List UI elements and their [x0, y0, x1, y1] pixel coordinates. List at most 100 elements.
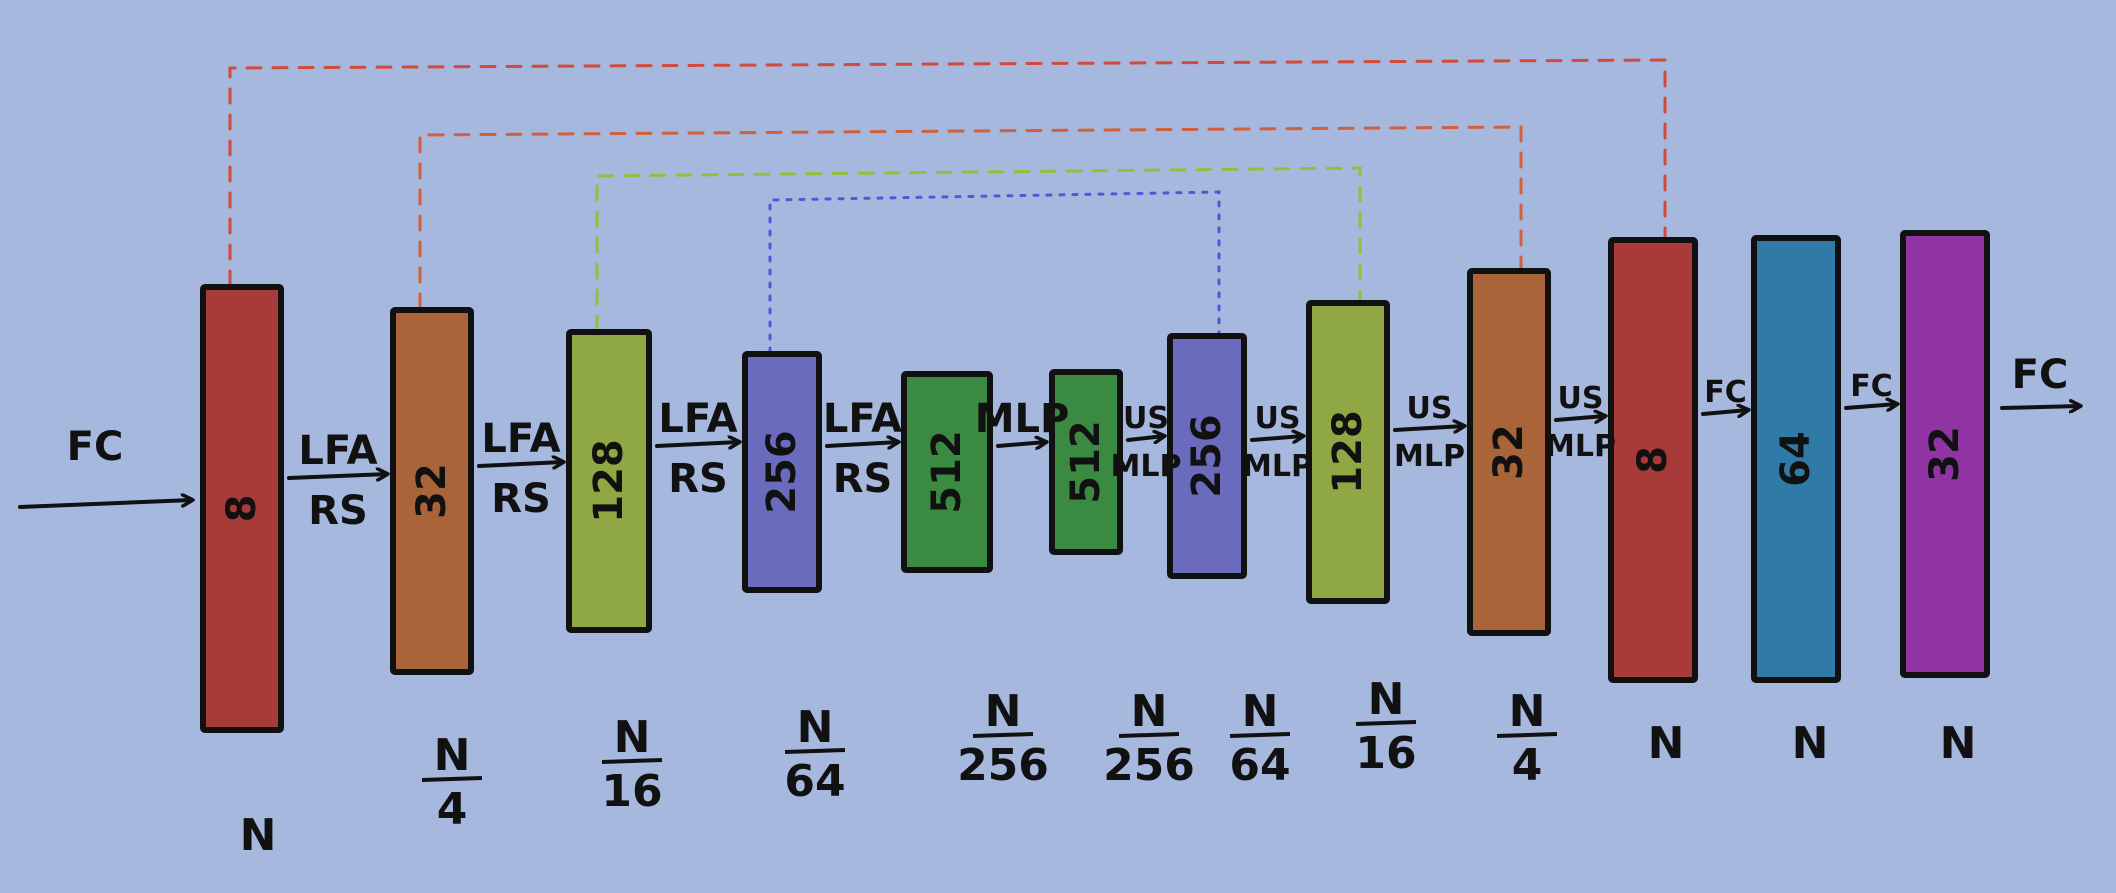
size-numerator-11: N [1940, 718, 1977, 769]
fraction-bar-1 [421, 776, 483, 782]
arrow-0-bottom-label: RS [308, 488, 368, 534]
block-3: 256 [742, 351, 822, 593]
arrow-3-top-label: LFA [823, 396, 902, 442]
size-label-0: N [240, 810, 277, 861]
block-label-11: 32 [1922, 426, 1968, 482]
block-rect-4 [901, 371, 993, 573]
arrow-6-bottom-label: MLP [1242, 449, 1313, 484]
block-rect-0 [200, 284, 284, 733]
arrow-2-top-label: LFA [658, 396, 737, 442]
skip-connections [228, 58, 1667, 354]
arrow-10 [1844, 404, 1897, 408]
arrow-5 [1126, 436, 1164, 440]
size-numerator-1: N [434, 730, 471, 781]
size-label-9: N [1648, 718, 1685, 769]
size-numerator-2: N [614, 712, 651, 763]
arrow-4 [996, 442, 1046, 446]
input-arrow [18, 500, 192, 509]
block-label-3: 256 [759, 430, 805, 514]
block-label-5: 512 [1063, 420, 1109, 504]
block-rect-11 [1900, 230, 1990, 678]
arrow-3-bottom-label: RS [833, 456, 893, 502]
block-rect-2 [566, 329, 652, 633]
arrow-1-bottom-label: RS [491, 476, 551, 522]
block-6: 256 [1167, 333, 1247, 579]
size-label-11: N [1940, 718, 1977, 769]
size-denominator-4: 256 [957, 740, 1049, 791]
size-denominator-1: 4 [437, 784, 468, 835]
blocks: 8 32 128 256 512 512 256 128 32 8 64 32 [200, 230, 1990, 733]
arrow-8 [1554, 416, 1605, 420]
block-8: 32 [1467, 268, 1551, 636]
arrow-0 [287, 474, 387, 478]
fraction-bar-7 [1355, 720, 1417, 726]
arrow-10-top-label: FC [1850, 369, 1893, 404]
size-denominator-3: 64 [784, 756, 845, 807]
block-label-0: 8 [219, 495, 265, 523]
block-label-6: 256 [1184, 414, 1230, 498]
block-label-8: 32 [1486, 424, 1532, 480]
skip-connection-3 [768, 190, 1221, 354]
fraction-bar-5 [1118, 732, 1180, 738]
arrow-5-top-label: US [1123, 401, 1169, 436]
block-10: 64 [1751, 235, 1841, 683]
block-11: 32 [1900, 230, 1990, 678]
size-label-8: N4 [1496, 686, 1558, 791]
size-denominator-8: 4 [1512, 740, 1543, 791]
arrow-1-top-label: LFA [481, 416, 560, 462]
block-label-4: 512 [924, 430, 970, 514]
size-label-10: N [1792, 718, 1829, 769]
arrow-4-top-label: MLP [975, 396, 1070, 442]
input-arrow-label: FC [67, 424, 124, 470]
fraction-bar-4 [972, 732, 1034, 738]
arrows: FC LFA RS LFA RS LFA RS LFA RS MLP US MLP US MLP US MLP… [18, 352, 2080, 534]
block-rect-9 [1608, 237, 1698, 683]
output-arrow-label: FC [2012, 352, 2069, 398]
fraction-bar-2 [601, 758, 663, 764]
block-2: 128 [566, 329, 652, 633]
block-label-2: 128 [586, 439, 632, 523]
arrow-7-bottom-label: MLP [1394, 439, 1465, 474]
output-arrow [2000, 406, 2080, 408]
block-rect-7 [1306, 300, 1390, 604]
skip-connection-0 [228, 58, 1667, 287]
arrow-8-bottom-label: MLP [1545, 429, 1616, 464]
arrow-2-bottom-label: RS [668, 456, 728, 502]
block-rect-5 [1049, 369, 1123, 555]
block-0: 8 [200, 284, 284, 733]
arrow-1 [477, 462, 563, 466]
block-label-1: 32 [409, 463, 455, 519]
size-denominator-7: 16 [1355, 728, 1416, 779]
fraction-bar-3 [784, 748, 846, 754]
block-1: 32 [390, 307, 474, 675]
size-denominator-2: 16 [601, 766, 662, 817]
arrow-7-top-label: US [1407, 391, 1453, 426]
block-label-7: 128 [1325, 410, 1371, 494]
skip-connection-2 [595, 166, 1362, 332]
size-numerator-8: N [1509, 686, 1546, 737]
skip-connection-1 [418, 125, 1523, 310]
arrow-6 [1250, 436, 1303, 440]
fraction-bar-8 [1496, 732, 1558, 738]
arrow-9-top-label: FC [1704, 375, 1747, 410]
arrow-2 [655, 442, 739, 446]
size-numerator-6: N [1242, 686, 1279, 737]
arrow-0-top-label: LFA [298, 428, 377, 474]
size-label-6: N64 [1229, 686, 1290, 791]
size-label-2: N16 [601, 712, 662, 817]
block-rect-6 [1167, 333, 1247, 579]
arrow-8-top-label: US [1558, 381, 1604, 416]
size-numerator-7: N [1368, 674, 1405, 725]
block-label-9: 8 [1630, 446, 1676, 474]
size-numerator-0: N [240, 810, 277, 861]
size-denominator-5: 256 [1103, 740, 1195, 791]
size-numerator-9: N [1648, 718, 1685, 769]
size-denominator-6: 64 [1229, 740, 1290, 791]
size-label-7: N16 [1355, 674, 1416, 779]
block-label-10: 64 [1773, 431, 1819, 487]
